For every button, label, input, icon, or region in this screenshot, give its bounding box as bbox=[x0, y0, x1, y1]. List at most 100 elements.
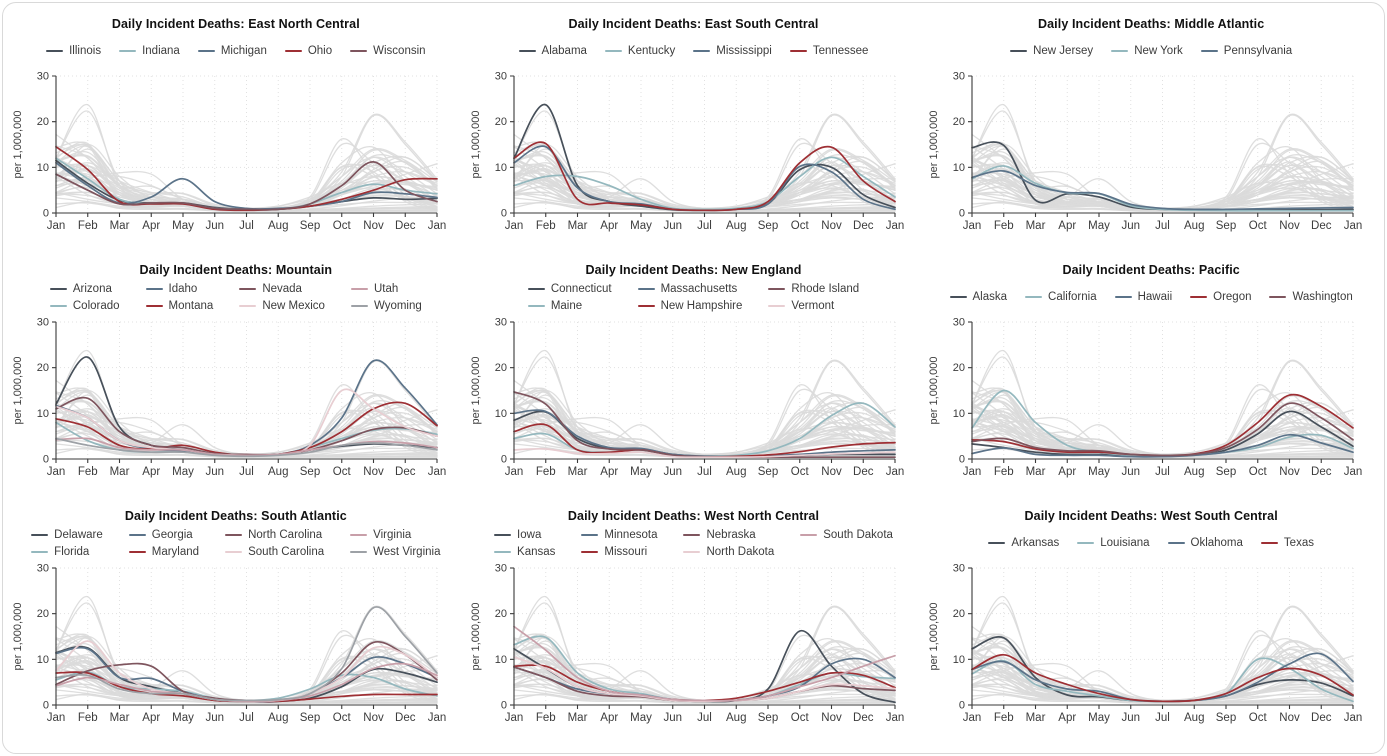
legend-item-arkansas: Arkansas bbox=[988, 535, 1059, 551]
legend: New Jersey New York Pennsylvania bbox=[1010, 33, 1292, 69]
x-tick-label: Dec bbox=[853, 466, 874, 478]
x-tick-label: Jan bbox=[47, 466, 66, 478]
legend-label: Florida bbox=[54, 545, 90, 558]
svg-text:30: 30 bbox=[495, 71, 507, 83]
x-tick-label: Aug bbox=[726, 712, 746, 724]
legend-label: Louisiana bbox=[1100, 537, 1150, 549]
x-tick-label: Jan bbox=[962, 466, 981, 478]
legend-item-north-dakota: North Dakota bbox=[683, 544, 774, 560]
legend-line-swatch bbox=[768, 304, 786, 307]
chart-panel-new-england: Daily Incident Deaths: New England Connec… bbox=[465, 255, 923, 501]
x-tick-label: Nov bbox=[364, 712, 385, 724]
x-tick-label: Jan bbox=[47, 220, 66, 232]
x-tick-label: Jan bbox=[962, 712, 981, 724]
legend-item-massachusetts: Massachusetts bbox=[637, 281, 743, 297]
line-tennessee bbox=[513, 141, 896, 212]
legend-label: Missouri bbox=[604, 545, 648, 558]
chart-panel-east-south-central: Daily Incident Deaths: East South Centra… bbox=[465, 9, 923, 255]
legend-label: Wisconsin bbox=[373, 45, 426, 57]
legend-line-swatch bbox=[119, 50, 137, 52]
x-tick-label: Apr bbox=[1058, 466, 1076, 478]
legend-line-swatch bbox=[1010, 50, 1028, 52]
legend-label: Washington bbox=[1292, 291, 1353, 303]
x-tick-label: Jan bbox=[1343, 712, 1362, 724]
x-tick-label: Jan bbox=[886, 466, 905, 478]
panel-title: Daily Incident Deaths: Mountain bbox=[139, 263, 333, 277]
legend-line-swatch bbox=[1190, 296, 1208, 298]
legend-label: North Carolina bbox=[248, 528, 323, 541]
y-axis-label: per 1,000,000 bbox=[470, 111, 482, 179]
legend-line-swatch bbox=[949, 296, 967, 298]
x-tick-label: Aug bbox=[1184, 712, 1204, 724]
x-tick-label: Sep bbox=[758, 220, 778, 232]
x-tick-label: May bbox=[630, 220, 652, 232]
legend-item-oklahoma: Oklahoma bbox=[1167, 535, 1243, 551]
y-axis-label: per 1,000,000 bbox=[12, 357, 24, 425]
legend-item-idaho: Idaho bbox=[145, 281, 214, 297]
legend-label: Alaska bbox=[972, 291, 1008, 303]
legend-item-new-hampshire: New Hampshire bbox=[637, 298, 743, 314]
x-tick-label: Feb bbox=[993, 220, 1013, 232]
x-tick-label: Mar bbox=[110, 712, 130, 724]
legend-item-nebraska: Nebraska bbox=[683, 527, 774, 543]
plot-south-atlantic: 0 10 20 30 Jan Feb Mar Apr May Jun Jul Aug Sep Oct Nov… bbox=[12, 563, 446, 725]
legend-line-swatch bbox=[145, 304, 163, 307]
legend-item-alaska: Alaska bbox=[949, 289, 1008, 305]
svg-text:10: 10 bbox=[952, 654, 964, 666]
legend-item-washington: Washington bbox=[1269, 289, 1353, 305]
legend-line-swatch bbox=[1200, 50, 1218, 52]
legend-line-swatch bbox=[1025, 296, 1043, 298]
x-tick-label: Jun bbox=[1121, 712, 1140, 724]
panel-title: Daily Incident Deaths: East South Centra… bbox=[568, 17, 819, 31]
region-state-lines bbox=[970, 636, 1354, 703]
svg-text:20: 20 bbox=[37, 362, 49, 374]
legend-label: Idaho bbox=[168, 282, 198, 295]
legend-label: Iowa bbox=[517, 528, 542, 541]
legend-item-west-virginia: West Virginia bbox=[350, 544, 440, 560]
x-tick-label: Jan bbox=[505, 220, 524, 232]
x-tick-label: May bbox=[1088, 220, 1110, 232]
legend-line-swatch bbox=[988, 542, 1006, 544]
svg-text:10: 10 bbox=[37, 408, 49, 420]
line-virginia bbox=[55, 662, 439, 703]
legend-label: Arkansas bbox=[1011, 537, 1060, 549]
x-tick-label: Nov bbox=[364, 466, 385, 478]
legend: Illinois Indiana Michigan Ohio Wisconsin bbox=[46, 33, 426, 69]
legend-label: Michigan bbox=[220, 45, 267, 57]
svg-text:20: 20 bbox=[495, 608, 507, 620]
axes bbox=[967, 567, 1354, 709]
legend-label: New Hampshire bbox=[660, 299, 743, 312]
svg-text:10: 10 bbox=[495, 162, 507, 174]
legend-line-swatch bbox=[494, 533, 512, 536]
region-state-lines bbox=[513, 103, 896, 212]
region-state-lines bbox=[970, 141, 1354, 212]
axes bbox=[967, 75, 1354, 217]
legend-line-swatch bbox=[128, 533, 146, 536]
axis-tick-labels: 0 10 20 30 Jan Feb Mar Apr May Jun Jul Aug Sep Oct Nov… bbox=[952, 563, 1362, 725]
x-tick-label: Aug bbox=[268, 466, 288, 478]
svg-text:30: 30 bbox=[952, 563, 964, 575]
legend-label: Illinois bbox=[69, 45, 102, 57]
x-tick-label: Nov bbox=[1279, 466, 1300, 478]
chart-panel-mountain: Daily Incident Deaths: Mountain Arizona Co… bbox=[7, 255, 465, 501]
legend-line-swatch bbox=[49, 304, 67, 307]
y-axis-label: per 1,000,000 bbox=[928, 603, 940, 671]
x-tick-label: Jul bbox=[697, 466, 712, 478]
x-tick-label: Aug bbox=[268, 712, 288, 724]
line-utah bbox=[55, 437, 439, 457]
axes bbox=[509, 321, 896, 463]
legend-item-rhode-island: Rhode Island bbox=[768, 281, 859, 297]
svg-text:20: 20 bbox=[37, 116, 49, 128]
legend-line-swatch bbox=[350, 550, 368, 553]
plot-west-north-central: 0 10 20 30 Jan Feb Mar Apr May Jun Jul Aug Sep Oct Nov… bbox=[470, 563, 905, 725]
svg-text:0: 0 bbox=[43, 454, 49, 466]
x-tick-label: May bbox=[1088, 466, 1110, 478]
panel-title: Daily Incident Deaths: East North Centra… bbox=[111, 17, 360, 31]
plot-east-north-central: 0 10 20 30 Jan Feb Mar Apr May Jun Jul Aug Sep Oct Nov… bbox=[12, 71, 446, 233]
x-tick-label: Jan bbox=[505, 466, 524, 478]
legend-item-nevada: Nevada bbox=[239, 281, 325, 297]
x-tick-label: Mar bbox=[1025, 712, 1045, 724]
x-tick-label: Jan bbox=[886, 712, 905, 724]
legend-line-swatch bbox=[581, 533, 599, 536]
legend-label: West Virginia bbox=[373, 545, 441, 558]
